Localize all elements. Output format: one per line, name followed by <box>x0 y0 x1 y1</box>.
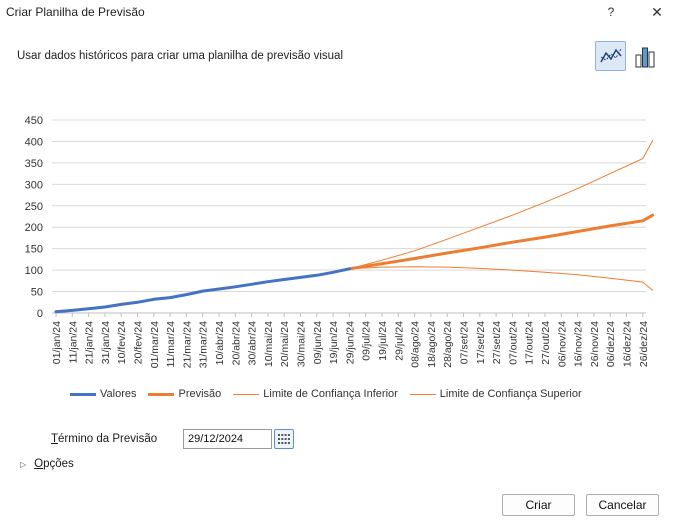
options-expander[interactable]: ▷ Opções <box>20 458 74 470</box>
calendar-icon <box>278 434 290 444</box>
series-limite-superior-line <box>348 140 654 270</box>
options-label: Opções <box>34 458 74 470</box>
title-bar: Criar Planilha de Previsão ? ✕ <box>0 0 673 24</box>
legend-swatch-valores <box>70 392 96 396</box>
x-tick-label: 27/set/24 <box>491 321 503 364</box>
y-tick-label: 350 <box>25 158 43 170</box>
x-tick-label: 20/fev/24 <box>133 321 145 364</box>
x-tick-label: 07/set/24 <box>459 321 471 364</box>
x-tick-label: 19/jun/24 <box>328 321 340 364</box>
x-tick-label: 28/ago/24 <box>442 321 454 368</box>
series-previsao-line <box>347 213 655 271</box>
y-tick-label: 200 <box>25 222 43 234</box>
y-tick-label: 300 <box>25 179 43 191</box>
forecast-chart: 450 400 350 300 250 200 150 100 50 0 01/jan/24 11/j… <box>25 115 655 368</box>
column-chart-button[interactable] <box>629 41 660 71</box>
x-tick-label: 29/jul/24 <box>393 321 405 361</box>
options-label-text: pções <box>43 458 74 470</box>
x-tick-label: 31/mar/24 <box>198 321 210 368</box>
x-tick-label: 09/jul/24 <box>361 321 373 361</box>
y-tick-label: 400 <box>25 136 43 148</box>
x-tick-label: 08/ago/24 <box>410 321 422 368</box>
forecast-end-label-text: érmino da Previsão <box>58 433 158 445</box>
x-tick-label: 09/jun/24 <box>312 321 324 364</box>
x-tick-label: 30/mai/24 <box>296 321 308 367</box>
legend-swatch-superior <box>409 393 436 395</box>
x-tick-label: 01/jan/24 <box>51 321 63 364</box>
forecast-end-label: Término da Previsão <box>51 433 157 445</box>
x-tick-label: 17/out/24 <box>524 321 536 365</box>
forecast-end-input[interactable] <box>183 429 272 449</box>
x-tick-label: 17/set/24 <box>475 321 487 364</box>
y-tick-label: 250 <box>25 201 43 213</box>
date-picker-button[interactable] <box>274 429 294 449</box>
x-tick-label: 31/jan/24 <box>100 321 112 364</box>
x-tick-label: 07/out/24 <box>507 321 519 365</box>
x-tick-label: 19/jul/24 <box>377 321 389 361</box>
legend-item-previsao: Previsão <box>148 388 221 400</box>
x-tick-label: 20/mai/24 <box>279 321 291 367</box>
x-tick-label: 27/out/24 <box>540 321 552 365</box>
legend-label: Limite de Confiança Superior <box>439 388 582 400</box>
x-tick-label: 11/mar/24 <box>165 321 177 368</box>
forecast-end-accelerator: T <box>51 433 59 445</box>
cancel-button[interactable]: Cancelar <box>586 494 659 516</box>
legend-item-valores: Valores <box>70 388 136 400</box>
legend-swatch-previsao <box>148 392 175 396</box>
y-tick-label: 0 <box>37 308 43 320</box>
chart-legend: Valores Previsão Limite de Confiança Inf… <box>70 386 594 402</box>
legend-label: Valores <box>100 388 137 400</box>
close-button[interactable]: ✕ <box>651 4 663 20</box>
options-accelerator: O <box>34 458 44 470</box>
create-button[interactable]: Criar <box>502 494 575 516</box>
x-tick-label: 21/jan/24 <box>84 321 96 364</box>
x-tick-label: 01/mar/24 <box>149 321 161 368</box>
description-text: Usar dados históricos para criar uma pla… <box>17 50 343 62</box>
x-tick-label: 16/nov/24 <box>573 321 585 367</box>
x-tick-label: 18/ago/24 <box>426 321 438 368</box>
x-tick-label: 29/jun/24 <box>344 321 356 364</box>
x-tick-label: 21/mar/24 <box>181 321 193 368</box>
x-tick-label: 16/dez/24 <box>622 321 634 367</box>
series-valores-line <box>54 267 351 314</box>
expand-triangle-icon: ▷ <box>20 459 27 469</box>
y-tick-label: 50 <box>31 287 43 299</box>
series-limite-inferior-line <box>348 266 654 291</box>
x-tick-label: 26/nov/24 <box>589 321 601 367</box>
y-tick-label: 150 <box>25 244 43 256</box>
x-tick-label: 26/dez/24 <box>638 321 650 367</box>
y-tick-label: 100 <box>25 265 43 277</box>
x-tick-label: 10/fev/24 <box>116 321 128 364</box>
legend-label: Limite de Confiança Inferior <box>263 388 398 400</box>
legend-swatch-inferior <box>233 393 260 395</box>
x-tick-label: 20/abr/24 <box>230 321 242 366</box>
y-tick-label: 450 <box>25 115 43 127</box>
x-tick-label: 10/abr/24 <box>214 321 226 366</box>
x-tick-label: 10/mai/24 <box>263 321 275 367</box>
x-tick-label: 11/jan/24 <box>67 321 79 364</box>
legend-item-inferior: Limite de Confiança Inferior <box>233 388 398 400</box>
x-tick-label: 06/dez/24 <box>605 321 617 367</box>
x-tick-label: 06/nov/24 <box>556 321 568 367</box>
help-button[interactable]: ? <box>607 5 615 19</box>
window-title: Criar Planilha de Previsão <box>6 5 145 19</box>
column-chart-icon <box>635 47 654 68</box>
line-chart-button[interactable] <box>595 41 626 71</box>
line-chart-icon <box>599 48 622 63</box>
legend-label: Previsão <box>178 388 222 400</box>
legend-item-superior: Limite de Confiança Superior <box>409 388 582 400</box>
x-tick-label: 30/abr/24 <box>247 321 259 366</box>
